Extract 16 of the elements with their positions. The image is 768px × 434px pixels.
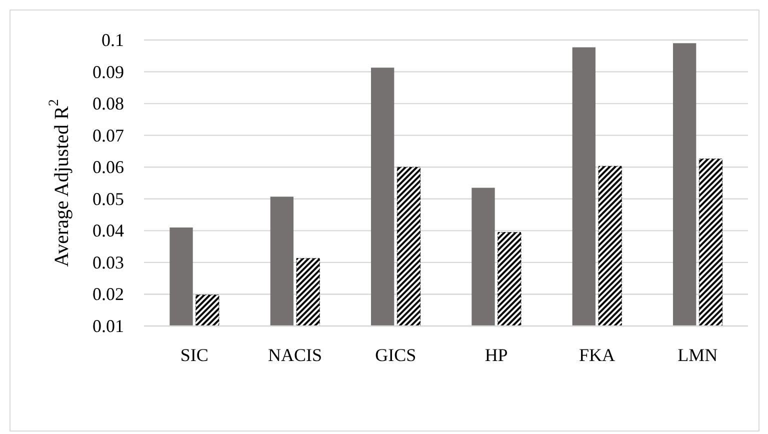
y-tick-label: 0.06 bbox=[92, 157, 124, 178]
y-tick-label: 0.08 bbox=[92, 94, 124, 114]
y-tick-label: 0.1 bbox=[102, 30, 124, 50]
x-tick-label: GICS bbox=[375, 345, 416, 365]
y-tick-label: 0.07 bbox=[92, 125, 124, 146]
y-tick-label: 0.04 bbox=[92, 220, 124, 241]
x-tick-label: HP bbox=[484, 345, 508, 365]
y-tick-label: 0.05 bbox=[92, 188, 124, 209]
y-tick-label: 0.02 bbox=[92, 284, 124, 304]
y-tick-label: 0.03 bbox=[92, 252, 124, 272]
x-tick-label: LMN bbox=[678, 345, 718, 365]
x-tick-label: SIC bbox=[180, 345, 208, 365]
x-tick-label: NACIS bbox=[268, 345, 322, 365]
y-tick-label: 0.01 bbox=[92, 316, 124, 336]
x-tick-label: FKA bbox=[578, 345, 616, 365]
y-tick-label: 0.09 bbox=[92, 62, 124, 82]
